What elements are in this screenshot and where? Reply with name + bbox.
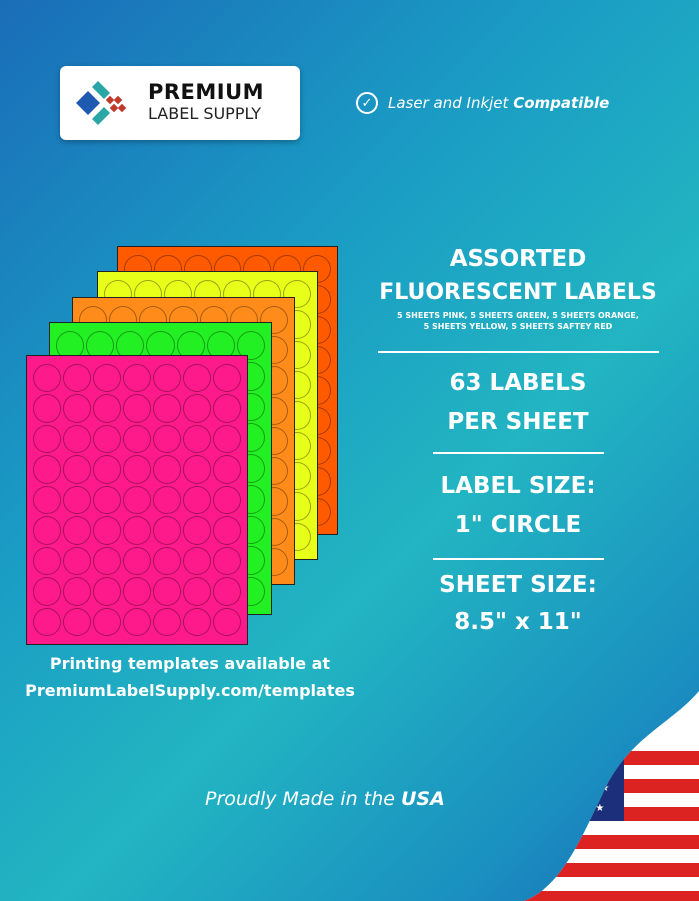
circle-label [33,577,61,606]
circle-label [93,364,121,393]
circle-label [123,424,151,454]
circle-label [33,364,61,393]
logo-line2: LABEL SUPPLY [148,104,262,123]
circle-label [93,577,121,606]
compat-text: Laser and Inkjet [388,94,514,112]
circle-label [213,424,241,454]
circle-label [183,516,211,545]
label-sheet-pink [26,355,248,645]
label-size-heading: LABEL SIZE: [440,473,596,499]
templates-note: Printing templates available at PremiumL… [10,650,370,704]
svg-text:★ ★ ★ ★: ★ ★ ★ ★ [564,783,609,794]
circle-label [63,485,91,515]
circle-label [153,364,181,393]
circle-label [183,485,211,515]
logo-mark-icon [76,81,127,125]
circle-label [33,424,61,454]
circle-label [213,485,241,515]
circle-label [153,485,181,515]
sheet-size-heading: SHEET SIZE: [439,572,597,598]
circle-label [153,577,181,606]
circle-label [213,455,241,484]
check-circle-icon: ✓ [356,92,378,114]
divider [378,351,659,353]
count-line2: PER SHEET [447,409,589,435]
circle-label [63,607,91,636]
circle-label [63,424,91,454]
circle-label [63,516,91,545]
circle-label [213,394,241,423]
circle-label [93,546,121,576]
circle-label [153,607,181,636]
circle-label [123,364,151,393]
circle-label [123,485,151,515]
circle-label [183,455,211,484]
circle-label [123,546,151,576]
circle-label [123,394,151,423]
circle-label [283,280,311,309]
circle-label [153,516,181,545]
circle-label [213,607,241,636]
sheet-size-value: 8.5" x 11" [454,609,582,635]
circle-label [153,455,181,484]
circle-label [259,306,288,335]
circle-label [153,394,181,423]
templates-line1: Printing templates available at [49,654,331,673]
logo-line1: PREMIUM [148,80,265,104]
label-size-value: 1" CIRCLE [454,512,582,538]
circle-label [33,516,61,545]
made-text: Proudly Made in the [205,788,401,810]
circle-label [183,364,211,393]
divider [433,558,604,560]
circle-label [93,516,121,545]
circle-label [213,364,241,393]
circle-label [183,424,211,454]
circle-label [213,546,241,576]
circle-label [63,546,91,576]
divider [433,452,604,454]
svg-text:★ ★ ★ ★: ★ ★ ★ ★ [559,803,604,814]
circle-label [236,331,265,360]
made-in-usa: Proudly Made in the USA [205,788,445,810]
circle-label [33,485,61,515]
brand-logo: PREMIUM LABEL SUPPLY [60,66,300,140]
circle-label [153,424,181,454]
circle-label [183,607,211,636]
circle-label [123,607,151,636]
circle-label [93,485,121,515]
circle-label [63,455,91,484]
desc-line2: 5 SHEETS YELLOW, 5 SHEETS SAFTEY RED [423,322,613,331]
circle-label [33,394,61,423]
circle-label [63,364,91,393]
circle-label [63,577,91,606]
circle-label [63,394,91,423]
circle-label [93,455,121,484]
compat-bold: Compatible [513,94,610,112]
circle-label [33,546,61,576]
circle-label [123,516,151,545]
circle-label [33,455,61,484]
circle-label [93,607,121,636]
circle-label [93,424,121,454]
circle-label [213,577,241,606]
templates-link[interactable]: PremiumLabelSupply.com/templates [25,681,355,700]
title-line2: FLUORESCENT LABELS [379,280,657,305]
circle-label [183,546,211,576]
svg-text:★ ★ ★: ★ ★ ★ [569,763,602,774]
circle-label [123,455,151,484]
circle-label [213,516,241,545]
compatibility-badge: ✓ Laser and Inkjet Compatible [356,92,609,114]
circle-label [123,577,151,606]
circle-label [153,546,181,576]
us-flag-page-curl-icon: ★ ★ ★ ★ ★ ★ ★ ★ ★ ★ ★ [524,691,699,901]
count-line1: 63 LABELS [449,370,587,396]
circle-label [183,577,211,606]
circle-label [93,394,121,423]
circle-label [183,394,211,423]
desc-line1: 5 SHEETS PINK, 5 SHEETS GREEN, 5 SHEETS … [397,311,639,320]
made-bold: USA [400,788,445,810]
circle-label [33,607,61,636]
title-line1: ASSORTED [449,246,587,272]
